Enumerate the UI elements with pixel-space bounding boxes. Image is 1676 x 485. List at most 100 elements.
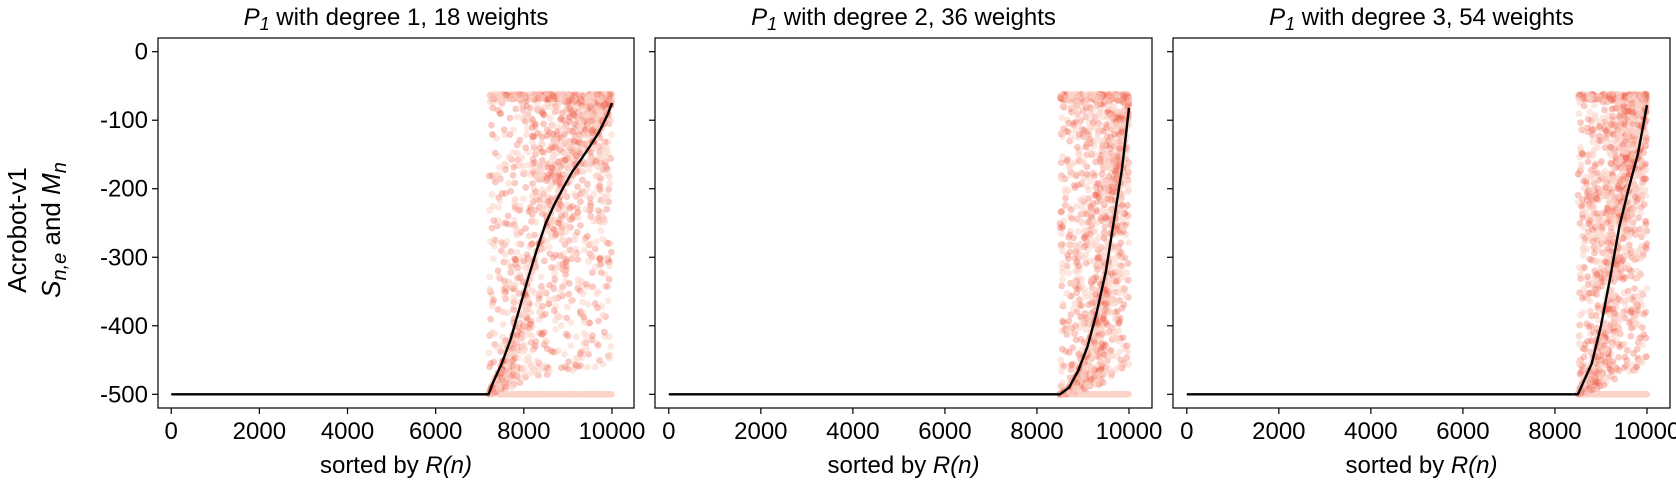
scatter-point [566,151,574,158]
scatter-point [494,267,502,275]
scatter-point [504,362,512,370]
scatter-point [504,212,512,220]
scatter-point [529,155,537,163]
scatter-point [527,339,535,347]
scatter-point [1087,207,1095,215]
scatter-point [560,254,568,262]
scatter-point [552,302,560,310]
scatter-point [1063,116,1071,124]
scatter-point [535,295,543,303]
scatter-point [515,240,523,248]
scatter-point [1065,348,1073,356]
scatter-point [573,168,581,176]
scatter-point [1106,93,1114,100]
scatter-point [564,365,572,373]
scatter-point [546,281,553,289]
y-axis-label: Sn,e and Mn [36,162,71,298]
scatter-point [544,95,552,103]
scatter-point [596,95,604,103]
scatter-point [533,165,541,173]
scatter-point [516,202,524,210]
scatter-point [1087,275,1095,283]
scatter-point [1065,186,1072,194]
scatter-point [1091,172,1098,180]
scatter-point [509,370,517,378]
scatter-point [596,357,603,364]
x-tick-label: 2000 [233,418,286,445]
scatter-point [1088,236,1096,244]
scatter-point [1067,362,1075,370]
scatter-point [603,164,611,172]
x-label-prefix: sorted by [827,452,932,479]
scatter-point [552,230,560,238]
scatter-point [1057,208,1065,216]
scatter-point [587,251,595,259]
scatter-point [600,101,607,109]
scatter-point [1059,269,1067,276]
scatter-point [1076,296,1083,304]
scatter-point [490,217,498,224]
scatter-point [538,156,546,164]
scatter-point [491,330,498,338]
scatter-point [1085,218,1092,226]
scatter-point [544,171,552,178]
scatter-point [1122,231,1130,239]
scatter-point [511,256,519,264]
scatter-point [491,149,499,157]
scatter-point [1082,133,1090,141]
scatter-point [528,192,536,200]
scatter-point [495,204,503,211]
scatter-point [607,391,615,398]
scatter-point [606,262,614,270]
scatter-point [508,94,516,102]
scatter-point [1072,322,1080,329]
chart-title: P1 with degree 3, 54 weights [1269,4,1574,34]
scatter-point [1068,160,1076,168]
scatter-point [565,358,573,366]
scatter-point [601,138,609,146]
scatter-point [520,344,528,352]
x-label-var: R(n) [933,452,980,479]
scatter-point [1057,175,1065,183]
scatter-point [513,113,521,121]
scatter-point [552,317,559,324]
x-tick-label: 0 [165,418,178,445]
scatter-point [548,121,556,129]
scatter-point [1106,145,1114,152]
scatter-point [1059,317,1067,325]
title-sub: 1 [767,14,777,34]
scatter-point [1612,391,1619,398]
title-rest: with degree 3, 54 weights [1295,4,1574,31]
x-tick-label: 0 [662,418,675,445]
scatter-point [558,212,565,220]
scatter-point [578,176,586,184]
scatter-point [543,237,551,244]
scatter-point [527,369,535,377]
scatter-point [536,130,544,138]
scatter-point [511,198,519,205]
scatter-point [510,304,518,311]
scatter-point [567,319,575,326]
scatter-point [597,391,604,398]
scatter-point [528,332,536,340]
scatter-point [596,106,604,114]
scatter-point [604,297,612,305]
scatter-point [1118,201,1126,209]
scatter-point [545,367,553,375]
scatter-point [529,347,536,355]
scatter-point [1623,346,1631,354]
scatter-point [1577,275,1585,283]
scatter-point [1058,224,1066,232]
scatter-point [602,391,610,398]
scatter-point [571,232,579,240]
scatter-point [1068,134,1075,142]
scatter-point [590,217,597,225]
scatter-point [1066,227,1074,235]
scatter-point [570,159,578,167]
scatter-point [523,131,530,139]
scatter-point [1081,290,1089,298]
scatter-point [564,332,572,340]
scatter-point [556,174,564,182]
scatter-point [1094,253,1102,261]
scatter-point [516,91,524,99]
